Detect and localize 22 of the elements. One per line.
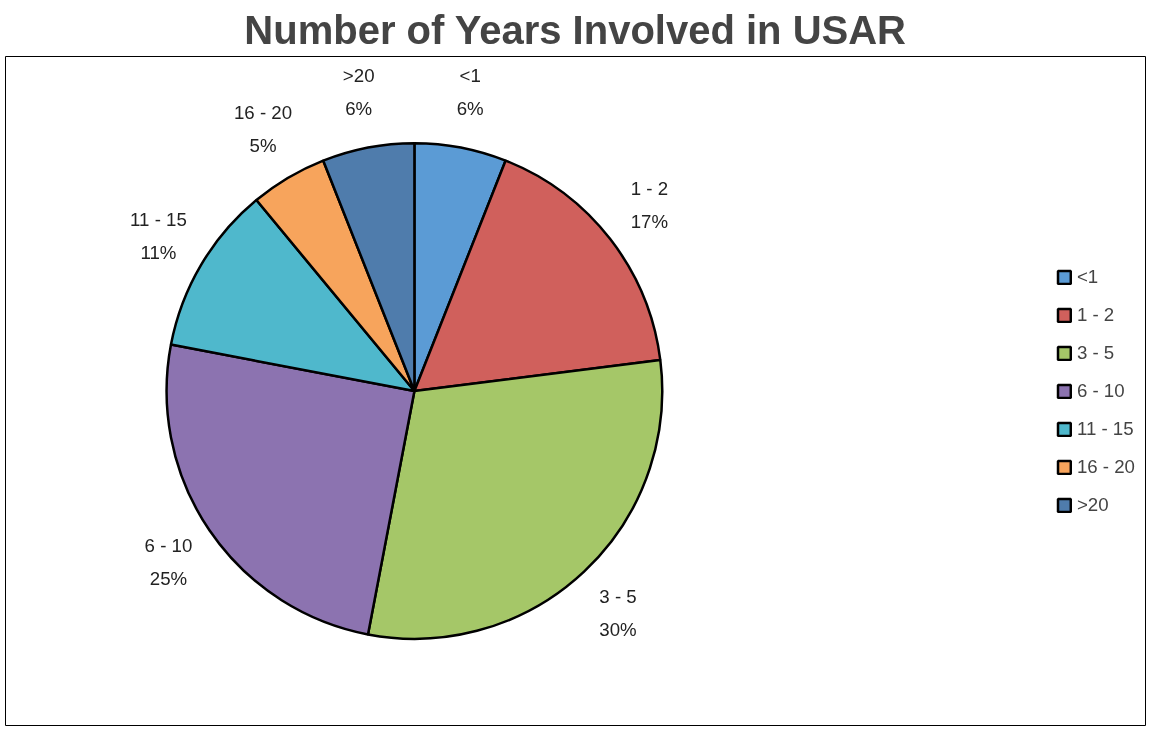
data-label: 5% (249, 135, 277, 157)
legend-label: 11 - 15 (1076, 417, 1134, 440)
slice-label: >20 (342, 65, 375, 87)
data-label: 11% (140, 242, 177, 264)
legend-label: >20 (1076, 493, 1109, 516)
legend-label: 1 - 2 (1076, 303, 1115, 326)
slice-label: 6 - 10 (144, 534, 193, 556)
data-label: 6% (345, 98, 373, 120)
legend-label: 6 - 10 (1076, 379, 1125, 402)
data-label: 30% (599, 618, 637, 640)
data-label: 17% (630, 210, 669, 232)
slice-label: 11 - 15 (130, 209, 187, 231)
legend-label: 3 - 5 (1076, 341, 1115, 364)
slice-label: 1 - 2 (630, 177, 669, 199)
chart-title: Number of Years Involved in USAR (244, 7, 907, 52)
data-label: 6% (456, 98, 484, 120)
legend-label: 16 - 20 (1076, 455, 1135, 478)
slice-label: 3 - 5 (599, 585, 637, 607)
legend-label: <1 (1076, 265, 1099, 288)
data-label: 25% (149, 567, 188, 589)
slice-label: 16 - 20 (233, 102, 293, 124)
slice-label: <1 (459, 65, 481, 87)
